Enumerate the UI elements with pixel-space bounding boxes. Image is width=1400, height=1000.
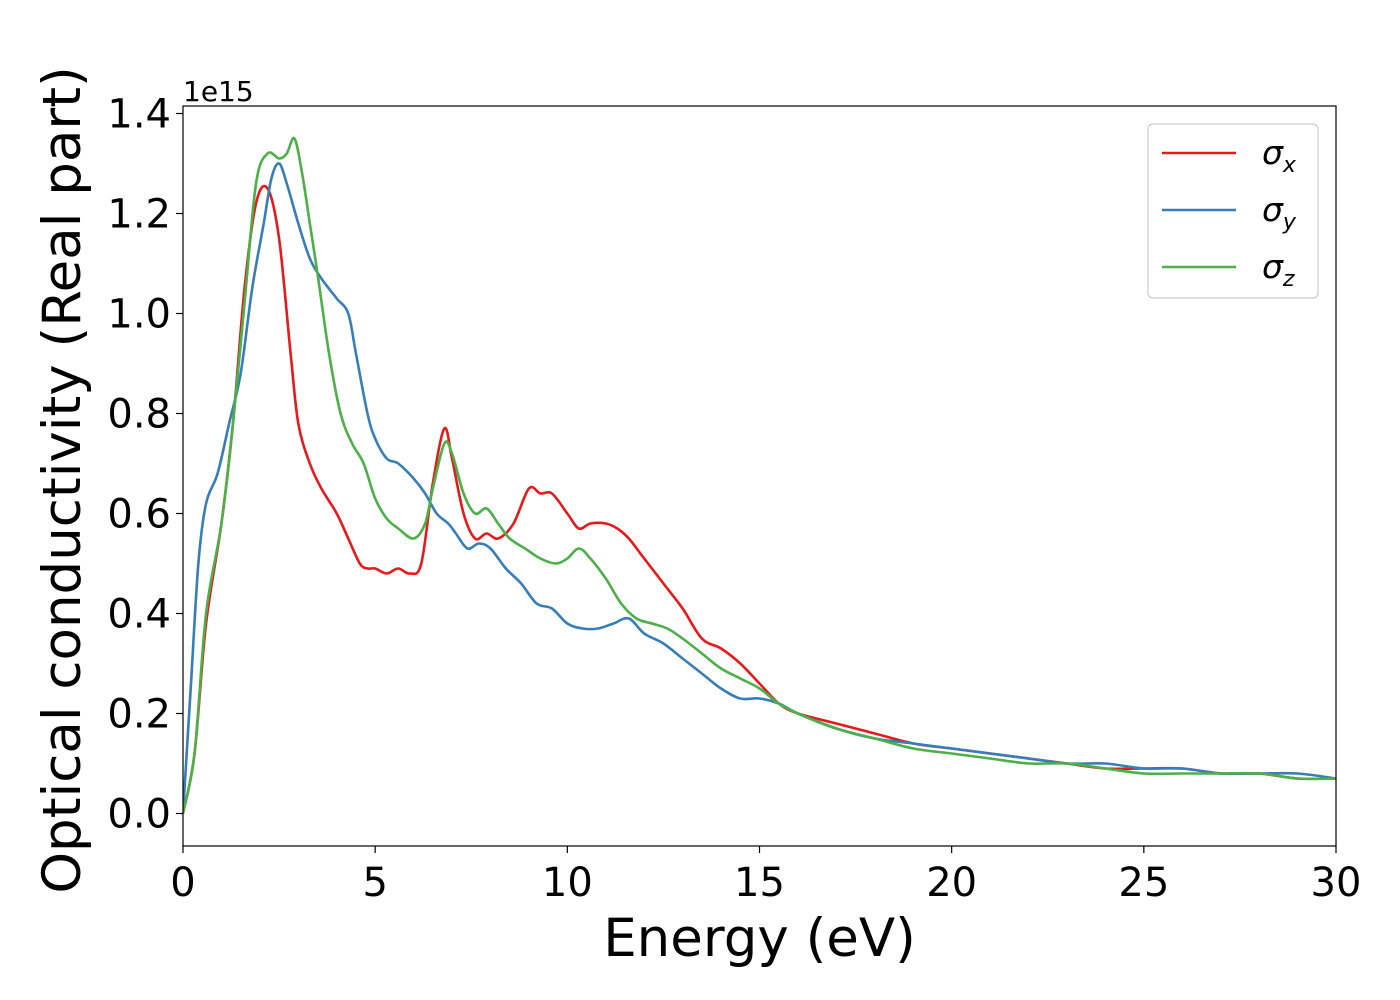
- legend: σx σy σz: [1147, 123, 1319, 299]
- y-axis-ticks: 0.0 0.2 0.4 0.6 0.8 1.0 1.2 1.4: [107, 92, 183, 838]
- y-tick-label: 0.4: [107, 592, 171, 638]
- y-tick-label: 1.0: [107, 292, 171, 338]
- y-tick-label: 0.8: [107, 392, 171, 438]
- legend-label-x: σx: [1262, 133, 1297, 178]
- y-tick-label: 0.2: [107, 692, 171, 738]
- x-axis-title: Energy (eV): [603, 908, 916, 969]
- plot-lines: [183, 136, 1336, 814]
- y-tick-label: 0.6: [107, 492, 171, 538]
- series-line-y: [183, 162, 1336, 814]
- x-tick-label: 25: [1118, 860, 1169, 906]
- y-axis-title: Optical conductivity (Real part): [32, 66, 93, 893]
- y-tick-label: 0.0: [107, 792, 171, 838]
- legend-label-z: σz: [1262, 247, 1295, 292]
- legend-label-y: σy: [1262, 190, 1297, 235]
- x-axis-ticks: 0 5 10 15 20 25 30: [170, 846, 1361, 906]
- x-tick-label: 5: [362, 860, 387, 906]
- x-tick-label: 20: [926, 860, 977, 906]
- series-line-z: [183, 136, 1336, 814]
- x-tick-label: 10: [542, 860, 593, 906]
- y-tick-label: 1.2: [107, 192, 171, 238]
- x-tick-label: 0: [170, 860, 195, 906]
- y-tick-label: 1.4: [107, 92, 171, 138]
- x-tick-label: 30: [1311, 860, 1362, 906]
- y-axis-offset-label: 1e15: [183, 75, 254, 108]
- x-tick-label: 15: [734, 860, 785, 906]
